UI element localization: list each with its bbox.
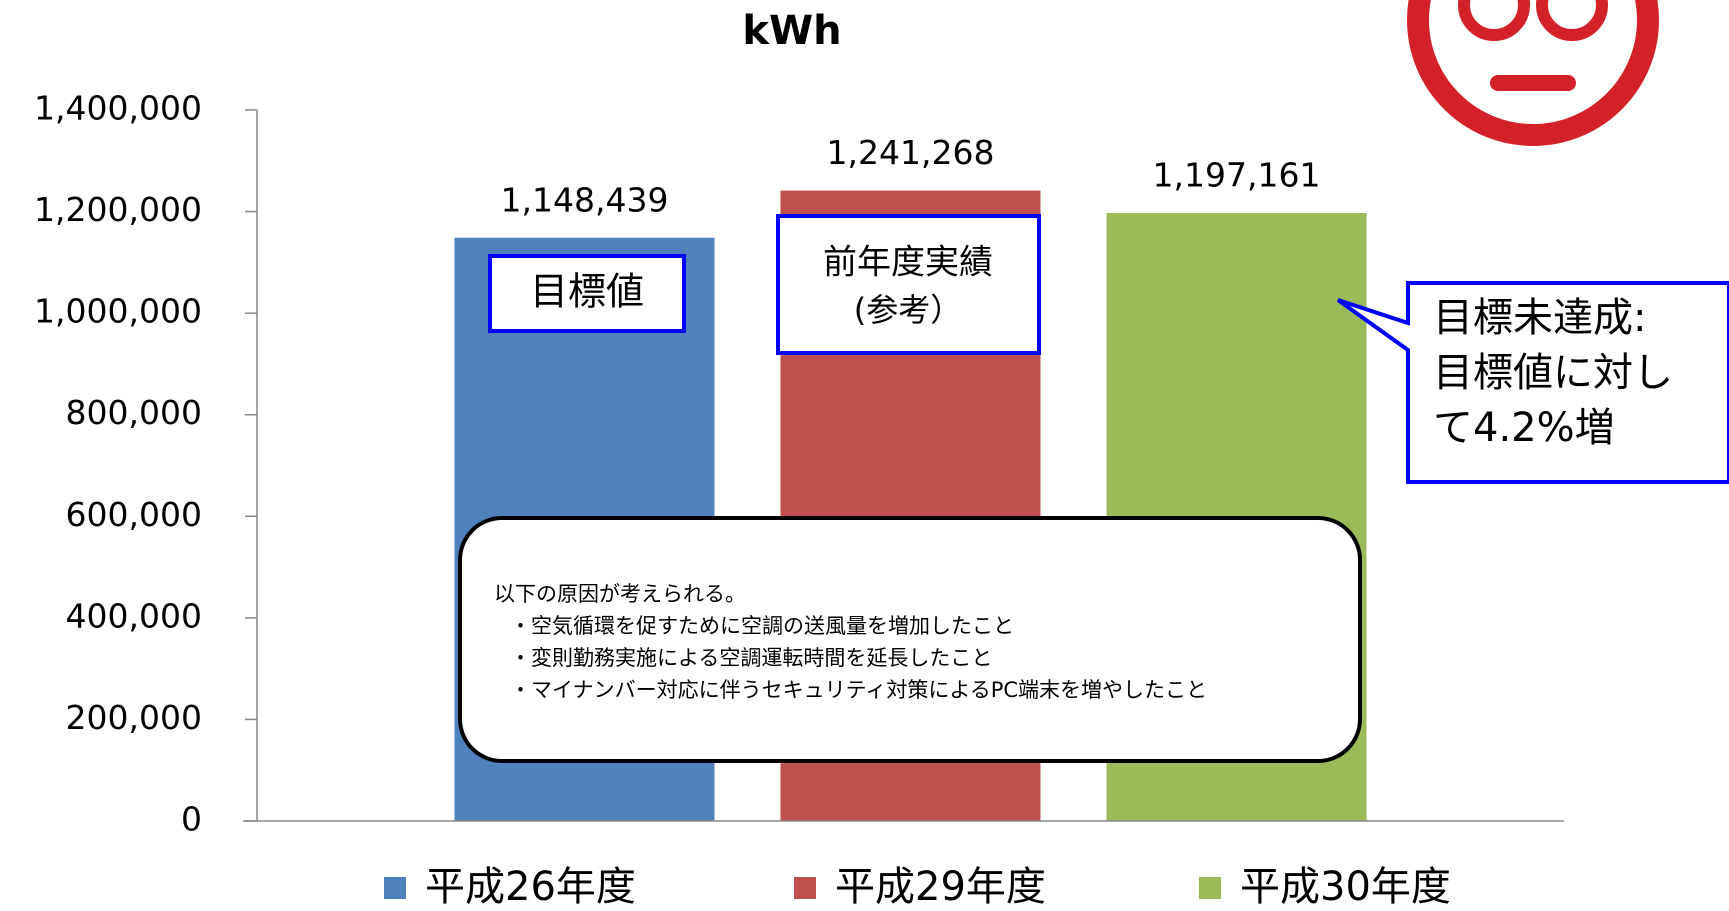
annotation: て4.2%増 xyxy=(1433,405,1615,451)
logo xyxy=(1407,0,1659,146)
annotation-box xyxy=(488,254,686,333)
note-line: ・空気循環を促すために空調の送風量を増加したこと xyxy=(510,614,1014,638)
value-label: 1,241,268 xyxy=(827,133,995,172)
callout xyxy=(1336,281,1729,484)
y-tick-label: 800,000 xyxy=(66,393,202,432)
y-tick-label: 1,400,000 xyxy=(34,89,202,128)
value-label: 1,197,161 xyxy=(1153,156,1321,195)
y-tick-label: 0 xyxy=(181,800,202,839)
annotation: 目標未達成: xyxy=(1433,295,1646,341)
legend-swatch xyxy=(384,877,406,899)
y-tick-label: 400,000 xyxy=(66,596,202,635)
note-box xyxy=(458,516,1362,763)
value-label: 1,148,439 xyxy=(501,180,669,219)
y-tick-label: 1,200,000 xyxy=(34,190,202,229)
annotation: (参考） xyxy=(854,291,963,329)
annotation-box xyxy=(776,214,1041,355)
annotation: 目標値に対し xyxy=(1433,350,1673,396)
legend-label: 平成29年度 xyxy=(835,864,1046,910)
note-line: 以下の原因が考えられる。 xyxy=(494,582,746,606)
note-line: ・マイナンバー対応に伴うセキュリティ対策によるPC端末を増やしたこと xyxy=(510,678,1207,702)
annotation: 目標値 xyxy=(530,270,644,314)
legend-swatch xyxy=(1199,877,1221,899)
legend-label: 平成30年度 xyxy=(1240,864,1451,910)
chart-title: kWh xyxy=(742,8,841,54)
y-tick-label: 200,000 xyxy=(66,698,202,737)
y-tick-label: 600,000 xyxy=(66,495,202,534)
legend-label: 平成26年度 xyxy=(425,864,636,910)
annotation: 前年度実績 xyxy=(823,243,993,283)
legend-swatch xyxy=(794,877,816,899)
note-line: ・変則勤務実施による空調運転時間を延長したこと xyxy=(510,646,992,670)
y-tick-label: 1,000,000 xyxy=(34,292,202,331)
